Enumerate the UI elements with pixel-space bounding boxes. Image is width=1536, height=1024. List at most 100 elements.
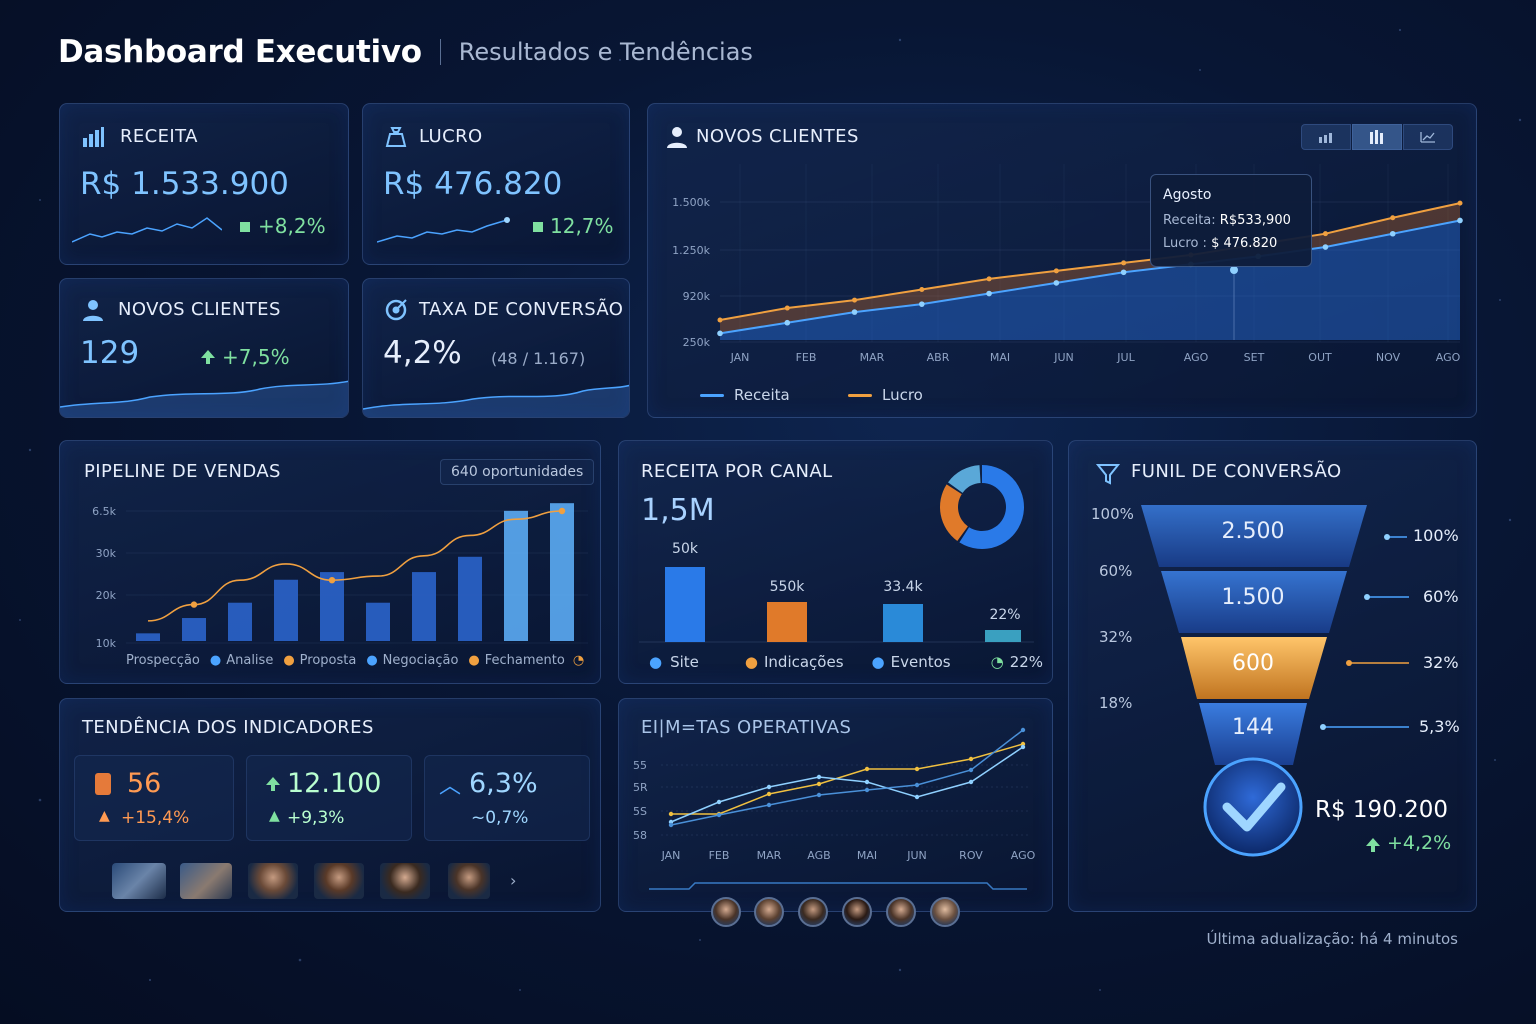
- indicator-card[interactable]: ︿ 6,3% ~0,7%: [424, 755, 590, 841]
- legend-negociacao[interactable]: Negociação: [382, 653, 459, 668]
- canal-bar: [985, 630, 1021, 642]
- avatar[interactable]: [930, 897, 960, 927]
- x-tick-label: MAR: [757, 849, 782, 862]
- y-tick-label: 920k: [683, 290, 711, 303]
- legend-eventos[interactable]: Eventos: [890, 653, 951, 671]
- money-bag-icon: [385, 127, 407, 147]
- main-line-chart: 1.500k 1.250k 920k 250k JAN FEB MAR ABR MAI JUN J…: [672, 164, 1463, 364]
- y-tick-label: 5S: [633, 805, 647, 818]
- pipeline-bar: [366, 602, 390, 641]
- indicator-card[interactable]: 56 ▲ +15,4%: [74, 755, 234, 841]
- y-tick-label: 250k: [683, 336, 711, 349]
- legend-proposta[interactable]: Proposta: [299, 653, 357, 668]
- avatar[interactable]: [448, 863, 490, 899]
- avatar[interactable]: [248, 863, 298, 899]
- tooltip-lucro-row: Lucro : $ 476.820: [1163, 236, 1278, 251]
- kpi-card-novos-clientes[interactable]: NOVOS CLIENTES 129 +7,5%: [59, 278, 349, 418]
- funnel-left-label: 60%: [1099, 562, 1133, 580]
- kpi-label: RECEITA: [120, 126, 198, 147]
- funnel-result-delta: +4,2%: [1387, 832, 1452, 854]
- receita-point: [1120, 269, 1127, 276]
- lucro-point: [986, 276, 992, 282]
- x-tick-label: FEB: [796, 351, 817, 364]
- avatar[interactable]: [754, 897, 784, 927]
- canal-bar-label: 22%: [989, 607, 1020, 623]
- legend-receita[interactable]: Receita: [700, 386, 790, 404]
- legend-dot: ●: [209, 653, 222, 668]
- x-tick-label: JAN: [661, 849, 681, 862]
- pipeline-trend-line: [147, 510, 563, 622]
- x-tick-label: JUL: [1116, 351, 1135, 364]
- kpi-value: 4,2%: [383, 335, 462, 371]
- legend-site[interactable]: Site: [670, 653, 699, 671]
- avatar[interactable]: [380, 863, 430, 899]
- hover-point: [1230, 266, 1238, 274]
- avatar[interactable]: [798, 897, 828, 927]
- page-header: Dashboard Executivo Resultados e Tendênc…: [58, 34, 753, 70]
- pipeline-point: [190, 601, 198, 608]
- up-caret-icon: ▲: [269, 808, 280, 824]
- funnel-icon: [1095, 464, 1121, 485]
- legend-analise[interactable]: Analise: [226, 653, 274, 668]
- metas-point: [914, 794, 920, 800]
- funnel-dot: [1384, 534, 1390, 540]
- legend-swatch: [848, 393, 872, 397]
- lucro-point: [1390, 215, 1396, 221]
- avatar[interactable]: [711, 897, 741, 927]
- avatar[interactable]: [112, 863, 166, 899]
- indicator-card[interactable]: 12.100 ▲ +9,3%: [246, 755, 412, 841]
- metas-panel: EI|M=TAS OPERATIVAS 55 5R 5S 58 JAN FEB MAR AGB…: [618, 698, 1053, 927]
- target-icon: [385, 299, 407, 321]
- metas-point: [766, 784, 772, 790]
- kpi-card-taxa-conversao[interactable]: TAXA DE CONVERSÃO 4,2% (48 / 1.167): [362, 278, 630, 418]
- funil-panel: FUNIL DE CONVERSÃO 100% 60% 32% 18% 2.50…: [1068, 440, 1477, 912]
- area-sparkline: [363, 384, 629, 417]
- legend-other[interactable]: 22%: [1009, 653, 1044, 671]
- funnel-right-label: 32%: [1423, 653, 1459, 672]
- x-tick-label: AGO: [1184, 351, 1209, 364]
- metas-point: [766, 791, 772, 797]
- chart-type-line-button[interactable]: [1403, 124, 1453, 150]
- main-chart-panel: NOVOS CLIENTES 1.500k 1.250k 920k 250k JAN F…: [647, 103, 1477, 418]
- x-tick-label: ROV: [959, 849, 983, 862]
- lucro-point: [1322, 231, 1328, 237]
- avatar[interactable]: [180, 863, 232, 899]
- canal-donut-chart: [940, 465, 1024, 549]
- tendencia-panel: TENDÊNCIA DOS INDICADORES 56 ▲ +15,4% 12…: [59, 698, 601, 912]
- page-title: Dashboard Executivo: [58, 34, 422, 70]
- avatar[interactable]: [314, 863, 364, 899]
- donut-slice: [959, 465, 1024, 549]
- funnel-stage-value: 1.500: [1221, 585, 1285, 610]
- pipeline-bar: [458, 556, 482, 641]
- avatar[interactable]: [886, 897, 916, 927]
- funnel-result-value: R$ 190.200: [1315, 797, 1449, 823]
- funnel-left-label: 100%: [1091, 505, 1134, 523]
- pipeline-bar: [228, 602, 252, 641]
- delta-square-icon: [533, 222, 543, 232]
- clock-icon[interactable]: ◔: [572, 653, 585, 668]
- canal-legend: ● Site ● Indicações ● Eventos ◔ 22%: [649, 653, 1043, 671]
- y-tick-label: 55: [633, 759, 647, 772]
- legend-dot: ●: [468, 653, 480, 668]
- kpi-card-receita[interactable]: RECEITA R$ 1.533.900 +8,2%: [59, 103, 349, 265]
- receita-area: [720, 220, 1460, 340]
- metas-series-line: [670, 746, 1024, 823]
- legend-lucro[interactable]: Lucro: [848, 386, 923, 404]
- legend-fechamento[interactable]: Fechamento: [484, 653, 565, 668]
- legend-indicacoes[interactable]: Indicações: [764, 653, 844, 671]
- pie-icon: ◔: [990, 653, 1004, 671]
- last-updated: Última adualização: há 4 minutos: [1206, 930, 1458, 948]
- x-tick-label: NOV: [1376, 351, 1401, 364]
- up-arrow-icon: [1366, 838, 1380, 852]
- pipeline-bar: [320, 572, 344, 641]
- check-icon: [1222, 782, 1286, 832]
- chart-type-area-button[interactable]: [1301, 124, 1351, 150]
- doc-icon: [95, 773, 111, 795]
- chart-type-bar-button[interactable]: [1352, 124, 1402, 150]
- kpi-card-lucro[interactable]: LUCRO R$ 476.820 12,7%: [362, 103, 630, 265]
- canal-bar: [883, 604, 923, 642]
- donut-slice: [940, 484, 968, 541]
- legend-prospeccao[interactable]: Prospecção: [126, 653, 200, 668]
- avatar[interactable]: [842, 897, 872, 927]
- chevron-right-icon[interactable]: ›: [510, 871, 517, 890]
